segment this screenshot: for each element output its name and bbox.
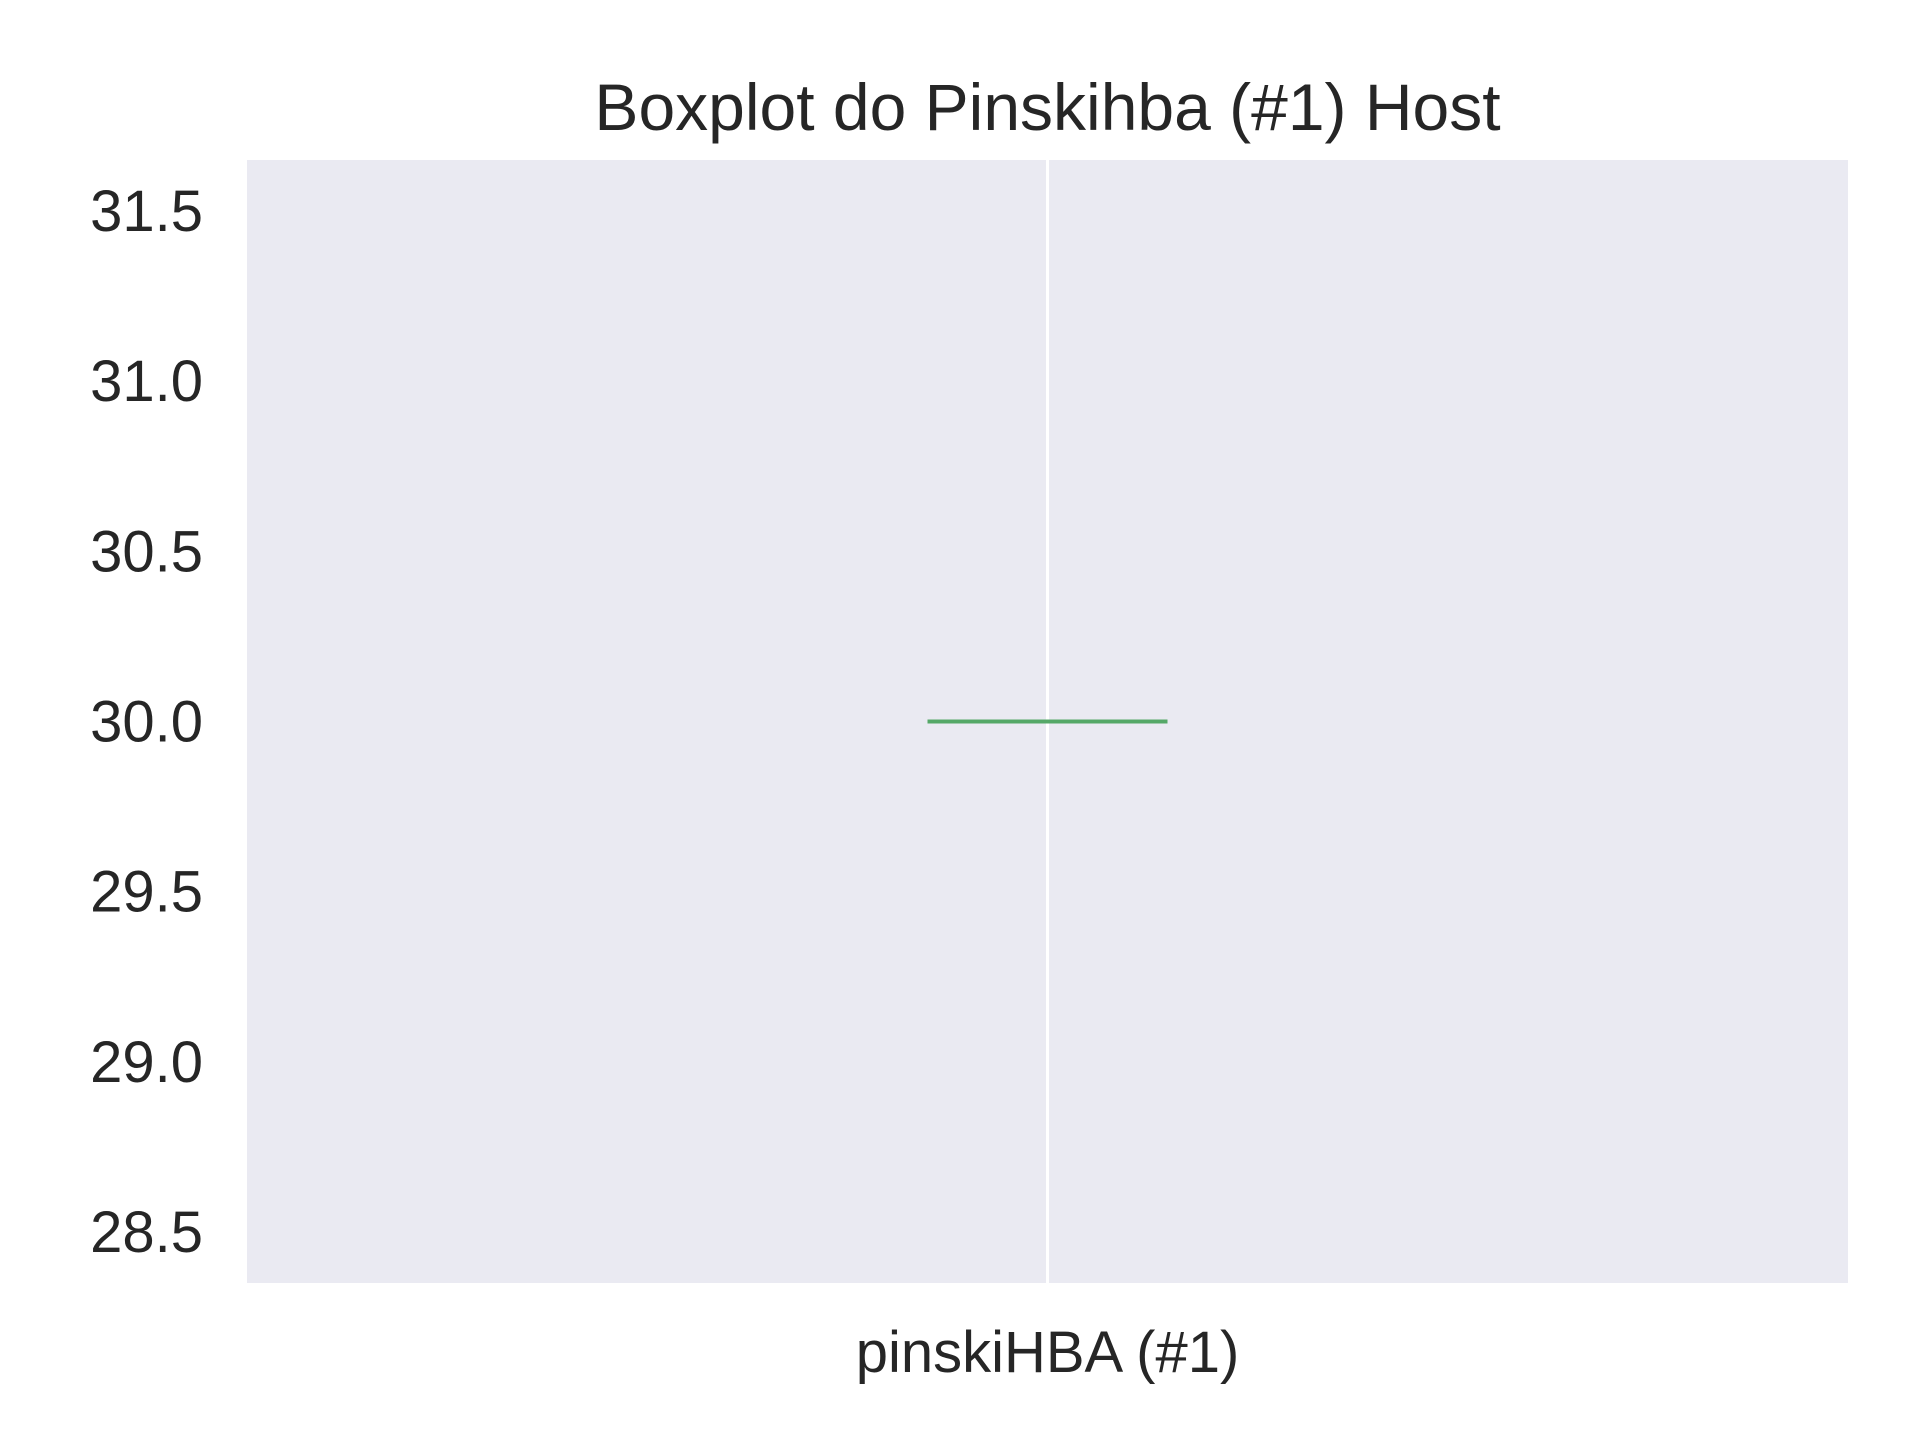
y-tick-label: 30.5 [90,519,203,584]
y-tick-label: 29.0 [90,1030,203,1095]
chart-title: Boxplot do Pinskihba (#1) Host [594,70,1500,144]
y-axis-ticks: 28.5 29.0 29.5 30.0 30.5 31.0 31.5 [90,179,203,1265]
y-tick-label: 31.5 [90,179,203,244]
box-layer [927,719,1168,724]
y-tick-label: 31.0 [90,349,203,414]
y-tick-label: 29.5 [90,860,203,925]
y-tick-label: 30.0 [90,690,203,755]
x-tick-label: pinskiHBA (#1) [856,1320,1240,1385]
x-axis-ticks: pinskiHBA (#1) [856,1320,1240,1385]
y-tick-label: 28.5 [90,1200,203,1265]
